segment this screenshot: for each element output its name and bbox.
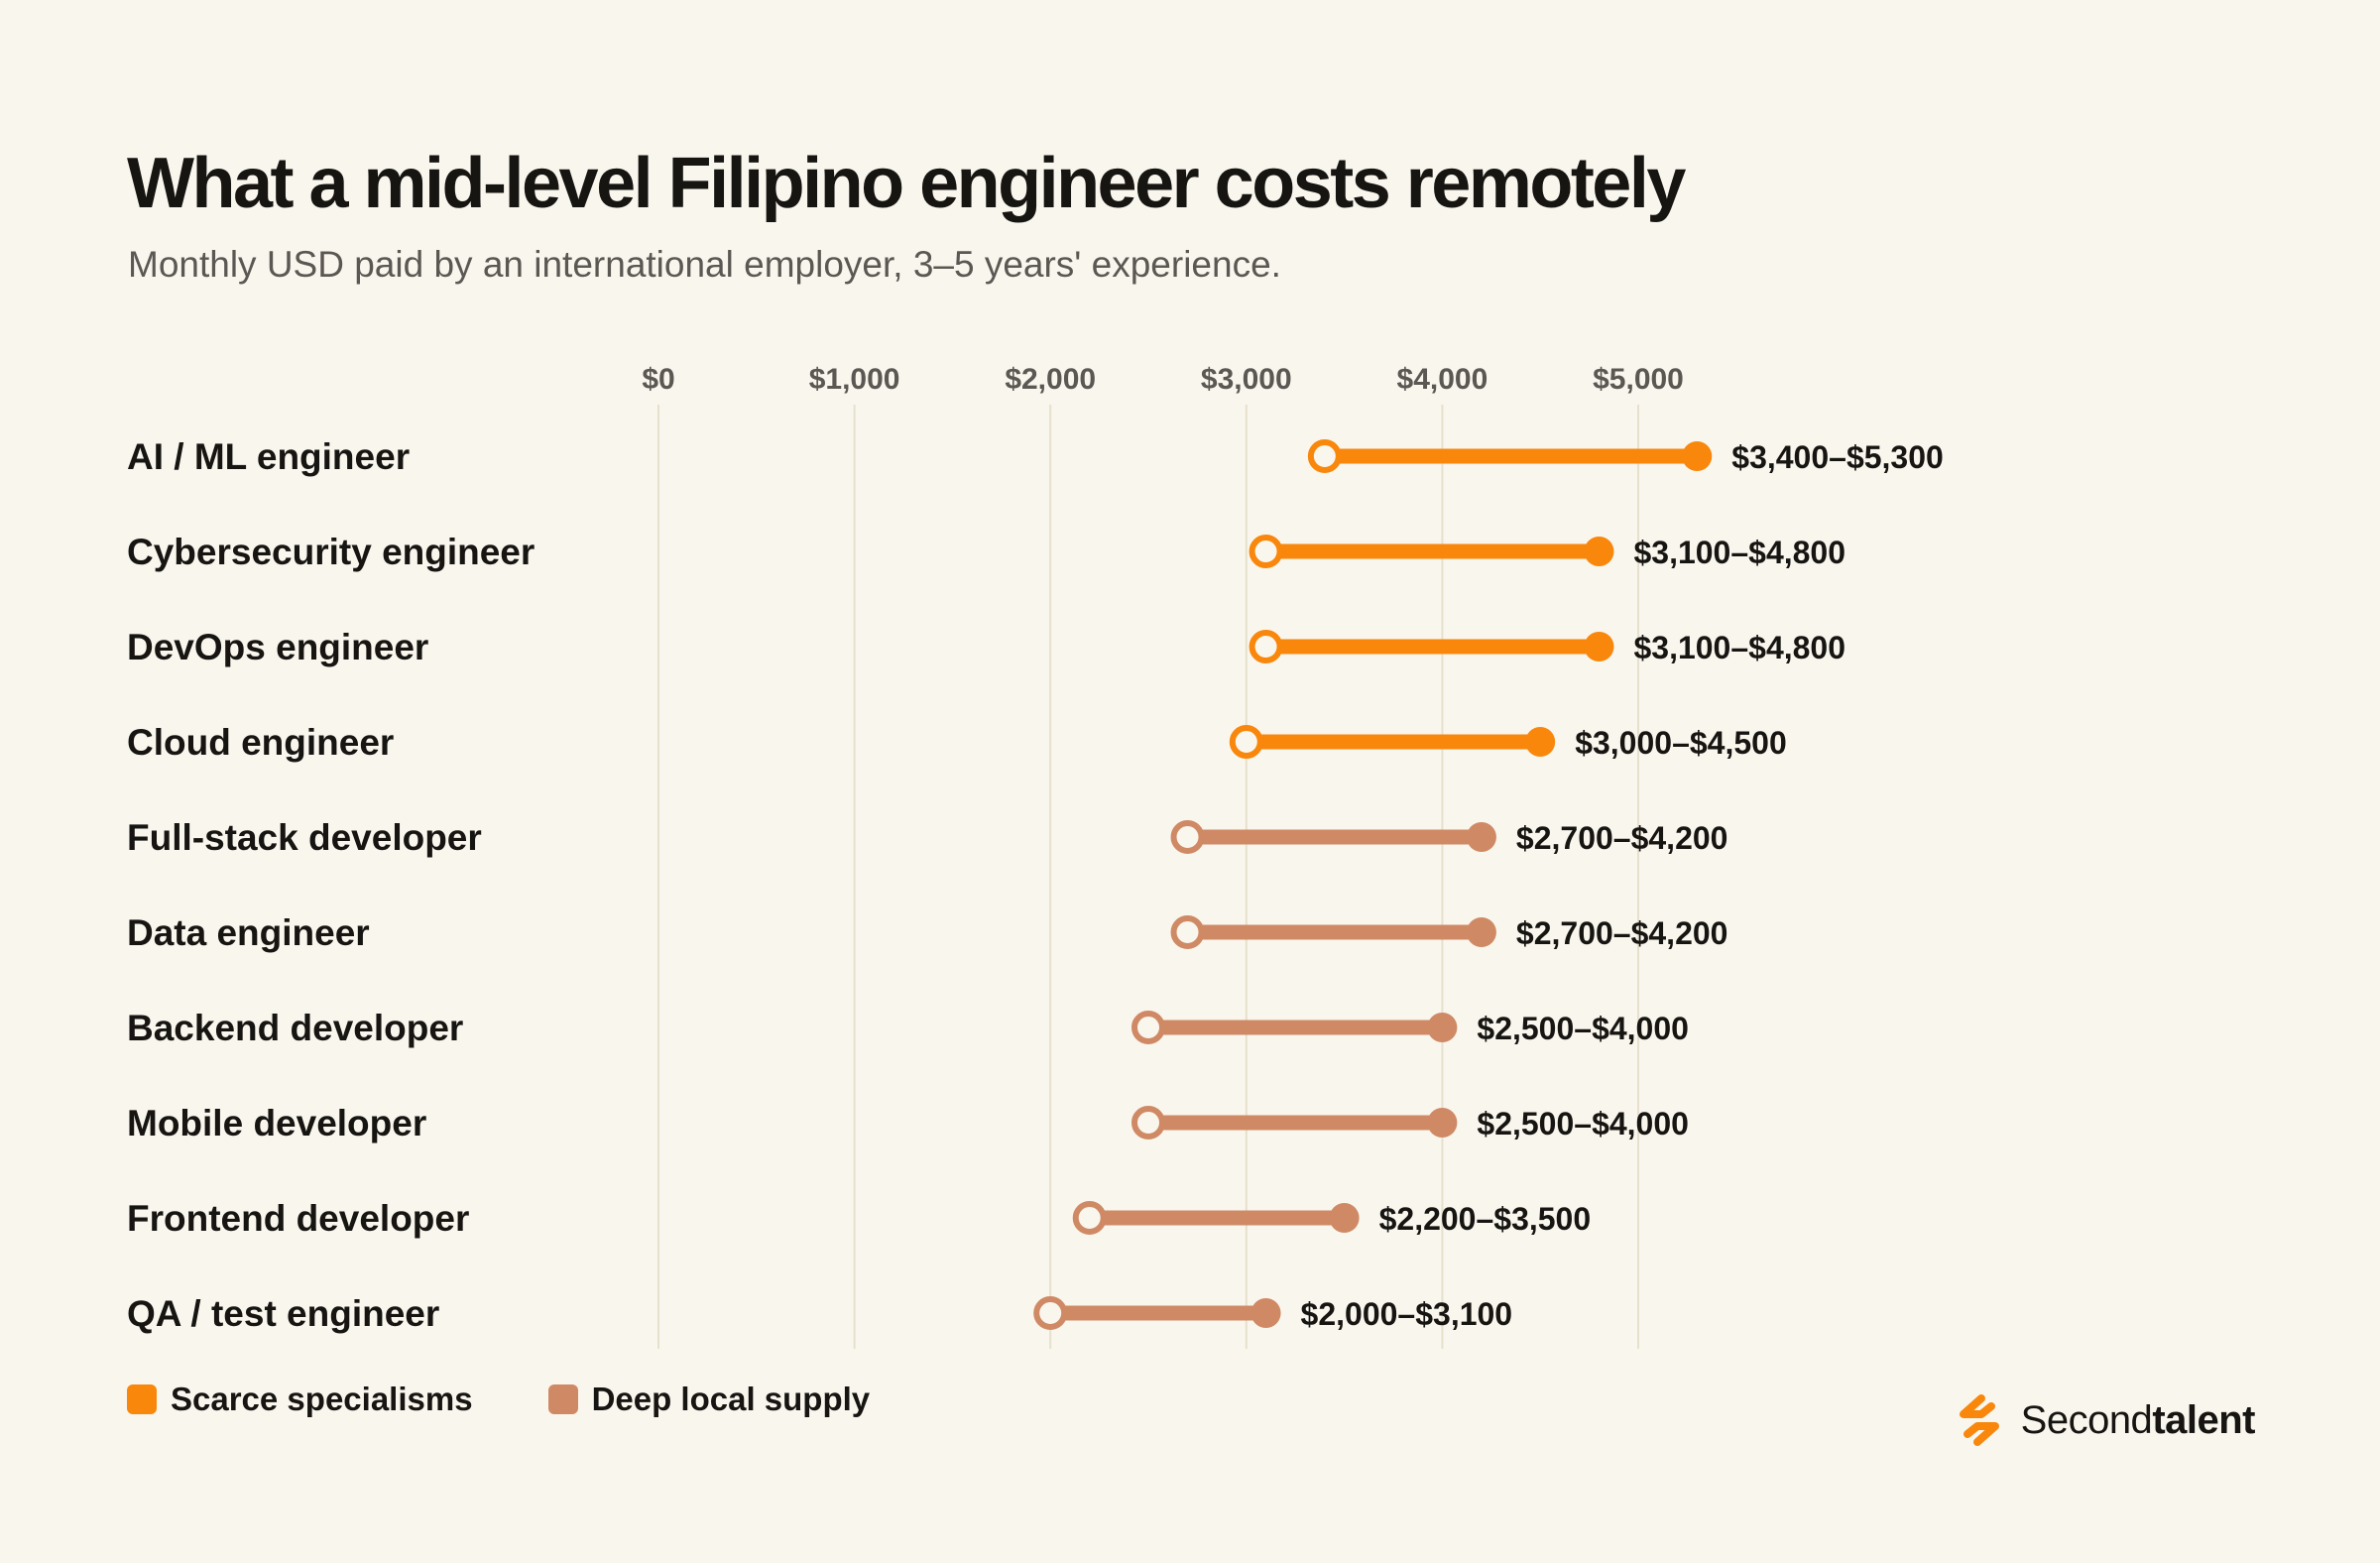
brand-name-regular: Second [2020, 1397, 2153, 1442]
high-point [1525, 727, 1556, 757]
range-data-label: $2,700–$4,200 [1516, 915, 1728, 951]
second-talent-logo-icon [1959, 1394, 1999, 1446]
high-point [1466, 917, 1496, 947]
high-point [1427, 1013, 1458, 1042]
low-point [1131, 1011, 1165, 1044]
legend-label-scarce: Scarce specialisms [171, 1381, 473, 1417]
high-point [1250, 1298, 1281, 1328]
high-point [1466, 822, 1496, 852]
brand-name-bold: talent [2152, 1397, 2255, 1442]
chart-row: Full-stack developer $2,700–$4,200 [127, 817, 1727, 858]
low-point [1307, 439, 1342, 473]
legend: Scarce specialisms Deep local supply [127, 1381, 945, 1418]
row-label: AI / ML engineer [127, 436, 410, 477]
chart-row: Backend developer $2,500–$4,000 [127, 1008, 1689, 1048]
chart-title: What a mid-level Filipino engineer costs… [127, 144, 1686, 223]
low-point [1072, 1201, 1107, 1235]
x-tick-label: $1,000 [809, 363, 900, 396]
row-label: QA / test engineer [127, 1293, 439, 1334]
low-point [1249, 535, 1283, 568]
brand-name: Secondtalent [2020, 1397, 2256, 1443]
chart-row: Data engineer $2,700–$4,200 [127, 912, 1727, 953]
legend-swatch-deep [547, 1384, 578, 1414]
chart-row: QA / test engineer $2,000–$3,100 [127, 1293, 1512, 1334]
low-point [1170, 820, 1205, 854]
low-point [1033, 1296, 1068, 1330]
range-data-label: $3,100–$4,800 [1633, 630, 1845, 665]
range-data-label: $3,000–$4,500 [1575, 725, 1787, 761]
legend-label-deep: Deep local supply [591, 1381, 871, 1417]
low-point [1131, 1106, 1165, 1140]
range-data-label: $2,500–$4,000 [1477, 1106, 1689, 1142]
x-tick-label: $0 [642, 363, 674, 396]
high-point [1427, 1108, 1458, 1138]
x-tick-label: $5,000 [1593, 363, 1684, 396]
row-label: Mobile developer [127, 1103, 426, 1143]
row-label: Full-stack developer [127, 817, 482, 858]
gridlines [657, 405, 1639, 1349]
row-label: Data engineer [127, 912, 370, 953]
low-point [1170, 915, 1205, 949]
x-axis-ticks: $0 $1,000 $2,000 $3,000 $4,000 $5,000 [642, 363, 1684, 396]
high-point [1682, 441, 1713, 471]
legend-item-scarce: Scarce specialisms [127, 1381, 473, 1418]
range-data-label: $2,000–$3,100 [1301, 1296, 1513, 1332]
high-point [1329, 1203, 1360, 1233]
chart-row: Cloud engineer $3,000–$4,500 [127, 722, 1787, 763]
range-data-label: $3,100–$4,800 [1633, 535, 1845, 570]
x-tick-label: $2,000 [1005, 363, 1096, 396]
x-tick-label: $3,000 [1201, 363, 1292, 396]
high-point [1584, 537, 1614, 566]
row-label: Cybersecurity engineer [127, 532, 535, 572]
x-tick-label: $4,000 [1397, 363, 1488, 396]
chart-row: Mobile developer $2,500–$4,000 [127, 1103, 1689, 1143]
chart-row: Cybersecurity engineer $3,100–$4,800 [127, 532, 1845, 572]
row-label: Cloud engineer [127, 722, 394, 763]
chart-row: Frontend developer $2,200–$3,500 [127, 1198, 1591, 1239]
row-label: DevOps engineer [127, 627, 428, 667]
chart-subtitle: Monthly USD paid by an international emp… [128, 244, 1281, 285]
chart-row: DevOps engineer $3,100–$4,800 [127, 627, 1845, 667]
chart-rows: AI / ML engineer $3,400–$5,300 Cybersecuri… [127, 436, 1944, 1334]
low-point [1229, 725, 1263, 759]
brand-logo: Secondtalent [1952, 1392, 2255, 1448]
legend-swatch-scarce [127, 1384, 157, 1414]
range-data-label: $3,400–$5,300 [1731, 439, 1944, 475]
range-data-label: $2,200–$3,500 [1379, 1201, 1592, 1237]
range-data-label: $2,500–$4,000 [1477, 1011, 1689, 1046]
row-label: Backend developer [127, 1008, 463, 1048]
high-point [1584, 632, 1614, 661]
legend-item-deep: Deep local supply [547, 1381, 871, 1418]
chart-row: AI / ML engineer $3,400–$5,300 [127, 436, 1944, 477]
low-point [1249, 630, 1283, 663]
row-label: Frontend developer [127, 1198, 469, 1239]
range-data-label: $2,700–$4,200 [1516, 820, 1728, 856]
